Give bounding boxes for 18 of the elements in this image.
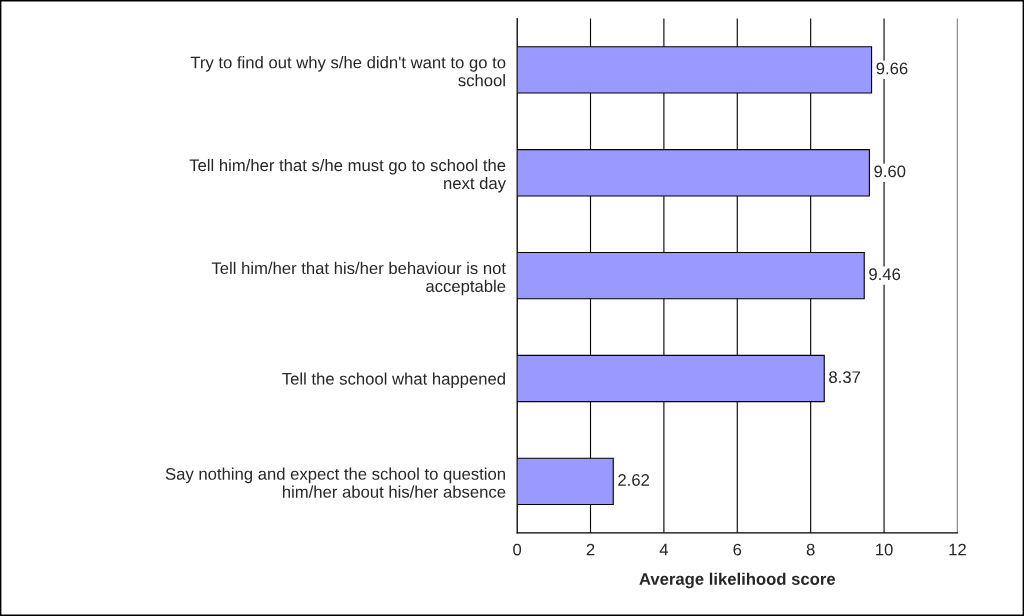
- y-tick-label: Try to find out why s/he didn't want to go to school: [190, 56, 506, 87]
- data-label: 2.62: [618, 474, 650, 486]
- y-tick-label: Tell him/her that s/he must go to school the next day: [189, 158, 506, 193]
- y-tick-label: Say nothing and expect the school to question him/her about his/her absence: [165, 467, 506, 498]
- x-tick-label: 4: [659, 543, 669, 556]
- y-tick-label: Tell him/her that his/her behaviour is not acceptable: [211, 261, 506, 296]
- x-tick-label: 0: [513, 543, 522, 556]
- data-label: 9.46: [869, 268, 901, 281]
- x-tick-label: 8: [806, 543, 815, 556]
- x-tick-label: 12: [949, 543, 966, 556]
- x-tick-label: 10: [876, 543, 893, 556]
- x-axis-title: Average likelihood score: [639, 572, 836, 589]
- y-tick-label: Tell the school what happened: [282, 372, 505, 389]
- x-tick-label: 6: [733, 543, 742, 556]
- x-tick-label: 2: [586, 543, 595, 556]
- data-label: 8.37: [829, 371, 861, 384]
- data-label: 9.60: [874, 165, 906, 178]
- data-label: 9.66: [876, 62, 908, 75]
